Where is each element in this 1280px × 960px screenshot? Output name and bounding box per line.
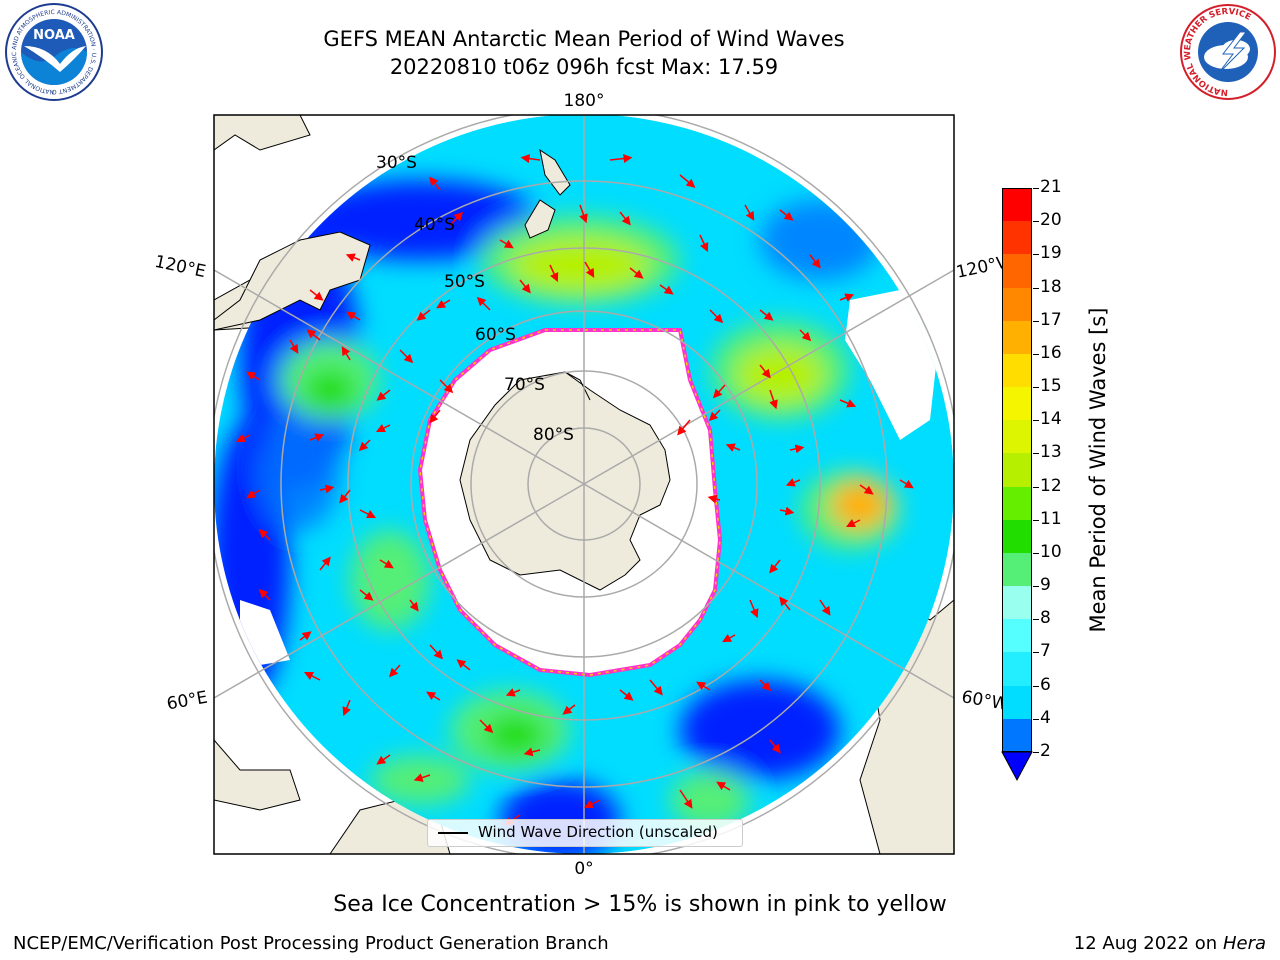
sea-ice-note: Sea Ice Concentration > 15% is shown in … [333,892,947,917]
colorbar-segment [1002,519,1032,554]
colorbar-tick-label: 17 [1040,309,1062,330]
colorbar-tick-label: 4 [1040,707,1051,728]
colorbar-label: Mean Period of Wind Waves [s] [1086,307,1110,633]
lat-label-70s: 70°S [504,375,545,395]
colorbar-segment [1002,221,1032,255]
lon-label-0: 0° [574,859,593,879]
colorbar-tick-label: 20 [1040,210,1062,231]
colorbar-segment [1002,420,1032,454]
credit-text: NCEP/EMC/Verification Post Processing Pr… [13,933,609,954]
colorbar-tick-mark [1033,619,1039,621]
date-text: 12 Aug 2022 on Hera [1074,933,1266,954]
colorbar-tick-label: 11 [1040,508,1062,529]
machine-name: Hera [1222,933,1266,954]
colorbar-segment [1002,619,1032,653]
colorbar-tick-label: 7 [1040,641,1051,662]
colorbar-tick-label: 21 [1040,177,1062,197]
colorbar-segment [1002,188,1032,222]
colorbar-tick-label: 13 [1040,442,1062,463]
colorbar-tick-mark [1033,287,1039,289]
colorbar-segment [1002,387,1032,421]
noaa-logo: NATIONAL OCEANIC AND ATMOSPHERIC ADMINIS… [2,2,103,101]
lon-label-120e: 120°E [153,252,208,282]
colorbar-tick-mark [1033,586,1039,588]
colorbar-segment [1002,552,1032,587]
colorbar-tick-mark [1033,685,1039,687]
lon-label-60e: 60°E [165,688,209,715]
colorbar-tick-label: 2 [1040,741,1051,761]
legend-label: Wind Wave Direction (unscaled) [478,823,718,841]
colorbar-tick-label: 18 [1040,276,1062,297]
wind-wave-arrows [235,154,914,826]
colorbar-tick-mark [1033,453,1039,455]
colorbar-tick-mark [1033,486,1039,488]
colorbar-segment [1002,652,1032,687]
colorbar-tick-mark [1033,188,1039,189]
colorbar-tick-mark [1033,552,1039,554]
colorbar-tick-label: 12 [1040,475,1062,496]
colorbar-extend [1001,751,1033,782]
map-frame-content [214,115,954,854]
colorbar-segment [1002,453,1032,488]
latitude-labels: 30°S 40°S 50°S 60°S 70°S 80°S [376,153,574,445]
colorbar-tick-label: 8 [1040,608,1051,629]
colorbar-tick-mark [1033,420,1039,422]
colorbar-segment [1002,320,1032,355]
colorbar-segment [1002,287,1032,322]
chart-subtitle: 20220810 t06z 096h fcst Max: 17.59 [389,55,779,79]
colorbar-tick-mark [1033,221,1039,223]
nws-logo: NATIONAL WEATHER SERVICE [1180,4,1276,100]
colorbar-tick-mark [1033,752,1039,753]
colorbar-tick-label: 6 [1040,674,1051,695]
legend-line [438,832,468,834]
antarctica-landmass [459,371,671,591]
colorbar-tick-mark [1033,387,1039,389]
lat-label-40s: 40°S [414,215,455,235]
colorbar-frame [1002,188,1032,752]
colorbar-segment [1002,353,1032,388]
colorbar-tick-label: 15 [1040,376,1062,397]
colorbar-tick-mark [1033,652,1039,654]
date-label: 12 Aug 2022 on [1073,933,1218,954]
colorbar-tick-label: 16 [1040,342,1062,363]
colorbar-tick-label: 19 [1040,243,1062,264]
colorbar-segment [1002,486,1032,521]
lat-label-30s: 30°S [376,153,417,173]
colorbar-tick-mark [1033,519,1039,521]
colorbar [1002,188,1034,753]
noaa-logo-text: NOAA [33,28,75,43]
chart-title: GEFS MEAN Antarctic Mean Period of Wind … [323,27,845,51]
colorbar-tick-mark [1033,718,1039,720]
colorbar-tick-mark [1033,320,1039,322]
lat-label-50s: 50°S [444,272,485,292]
lat-label-80s: 80°S [533,425,574,445]
colorbar-tick-mark [1033,254,1039,256]
graticule [214,115,954,854]
colorbar-tick-label: 14 [1040,409,1062,430]
colorbar-segment [1002,586,1032,620]
colorbar-segment [1002,718,1032,753]
lon-label-180: 180° [564,91,605,111]
map-frame [213,114,955,855]
lat-label-60s: 60°S [475,325,516,345]
colorbar-tick-mark [1033,353,1039,355]
colorbar-tick-label: 9 [1040,575,1051,596]
legend: Wind Wave Direction (unscaled) [427,819,743,847]
colorbar-segment [1002,685,1032,720]
colorbar-tick-label: 10 [1040,541,1062,562]
colorbar-segment [1002,254,1032,289]
